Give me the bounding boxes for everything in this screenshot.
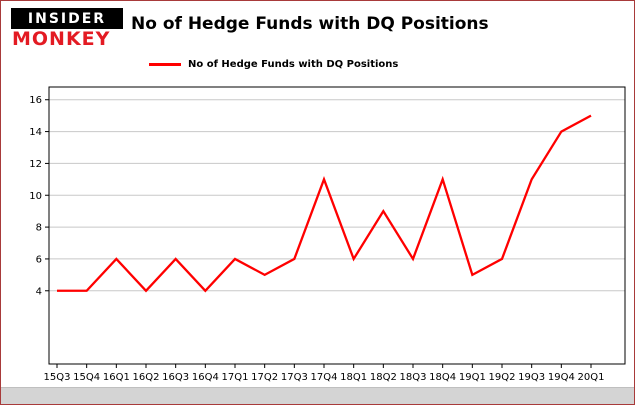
plot-border [48, 86, 626, 365]
y-tick-label: 16 [29, 95, 42, 106]
y-tick-label: 4 [36, 286, 42, 297]
x-tick-label: 16Q2 [133, 372, 160, 383]
y-tick-label: 14 [29, 127, 42, 138]
x-tick-label: 19Q1 [459, 372, 486, 383]
x-tick-label: 18Q2 [370, 372, 397, 383]
x-tick-label: 16Q3 [162, 372, 189, 383]
footer-strip [1, 387, 634, 404]
x-tick-label: 17Q4 [311, 372, 338, 383]
x-tick-label: 17Q2 [251, 372, 278, 383]
x-tick-label: 17Q1 [222, 372, 249, 383]
series-line [57, 114, 592, 293]
x-tick-label: 15Q3 [44, 372, 71, 383]
logo-insider-banner: INSIDER [11, 8, 123, 29]
x-tick-label: 19Q2 [489, 372, 516, 383]
x-tick-label: 15Q4 [73, 372, 100, 383]
x-tick-label: 19Q4 [548, 372, 575, 383]
x-tick-label: 16Q4 [192, 372, 219, 383]
x-tick-label: 18Q3 [400, 372, 427, 383]
x-tick-label: 17Q3 [281, 372, 308, 383]
x-tick-label: 20Q1 [578, 372, 605, 383]
y-tick-label: 12 [29, 159, 42, 170]
y-tick-label: 6 [36, 254, 42, 265]
logo-monkey-text: MONKEY [12, 28, 111, 50]
chart-title: No of Hedge Funds with DQ Positions [131, 14, 489, 34]
x-tick-label: 19Q3 [518, 372, 545, 383]
y-tick-label: 10 [29, 191, 42, 202]
y-tick-label: 8 [36, 223, 42, 234]
legend: No of Hedge Funds with DQ Positions [149, 59, 398, 70]
legend-label: No of Hedge Funds with DQ Positions [188, 59, 399, 70]
x-tick-label: 16Q1 [103, 372, 130, 383]
insider-monkey-logo: INSIDER MONKEY [11, 8, 123, 49]
x-tick-label: 18Q4 [429, 372, 456, 383]
x-tick-label: 18Q1 [340, 372, 367, 383]
legend-line-swatch [149, 63, 181, 66]
